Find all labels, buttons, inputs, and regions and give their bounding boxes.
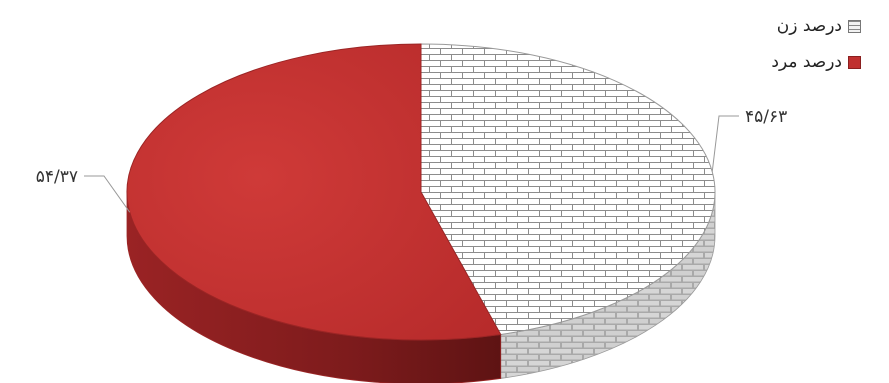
legend: درصد زن درصد مرد <box>771 14 861 86</box>
data-label-male: ۵۴/۳۷ <box>36 167 78 187</box>
data-label-leader-line <box>711 115 739 172</box>
legend-label-female: درصد زن <box>776 16 842 36</box>
data-label-leader-line <box>84 175 131 213</box>
legend-label-male: درصد مرد <box>771 52 842 72</box>
legend-swatch-brick-icon <box>848 19 861 33</box>
pie-slice-female <box>420 43 716 335</box>
pie-slice-male <box>126 43 502 341</box>
data-label-female: ۴۵/۶۳ <box>745 107 787 127</box>
legend-item-male: درصد مرد <box>771 50 861 74</box>
legend-item-female: درصد زن <box>771 14 861 38</box>
legend-swatch-red-icon <box>848 55 861 69</box>
